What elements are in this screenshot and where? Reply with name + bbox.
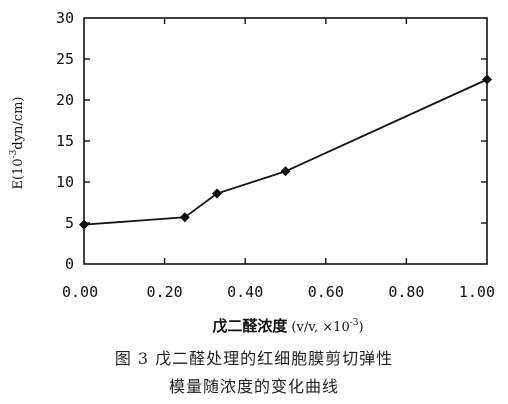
line-chart: 0 5 10 15 20 25 30 0.00 0.20 0.40 0.60 0.80 1.00 E(… — [9, 9, 495, 335]
data-point-marker — [280, 166, 291, 177]
x-tick-label: 0.20 — [147, 283, 183, 301]
x-axis-title-exponent: -3 — [350, 318, 359, 328]
x-axis-title-close: ) — [359, 320, 364, 335]
data-point-marker — [179, 212, 190, 223]
y-axis-title: E(10-3dyn/cm) — [9, 97, 26, 190]
x-tick-label: 0.60 — [308, 283, 344, 301]
y-tick-label: 10 — [56, 173, 74, 191]
y-tick-label: 0 — [65, 255, 74, 273]
y-tick-label: 20 — [56, 91, 74, 109]
x-axis-title-unit: (v/v, ×10 — [291, 320, 349, 335]
y-axis-title-exponent: -3 — [9, 149, 19, 158]
x-tick-label: 0.00 — [62, 283, 98, 301]
y-axis: 0 5 10 15 20 25 30 — [56, 9, 487, 273]
x-axis: 0.00 0.20 0.40 0.60 0.80 1.00 — [62, 18, 495, 301]
y-axis-title-unit: dyn/cm) — [11, 97, 26, 150]
data-point-marker — [482, 74, 492, 85]
x-tick-label: 0.40 — [227, 283, 263, 301]
series-group — [79, 74, 492, 230]
y-tick-label: 5 — [65, 214, 74, 232]
y-tick-label: 30 — [56, 9, 74, 27]
data-point-marker — [212, 188, 222, 199]
series-line — [83, 78, 488, 226]
figure-caption-line-1: 图 3 戊二醛处理的红细胞膜剪切弹性 — [114, 349, 394, 368]
y-tick-label: 25 — [56, 50, 74, 68]
x-axis-title-main: 戊二醛浓度 — [212, 317, 288, 335]
y-axis-title-main: E(10 — [11, 158, 26, 189]
plot-border — [83, 17, 488, 265]
y-tick-label: 15 — [56, 132, 74, 150]
figure-caption-line-2: 模量随浓度的变化曲线 — [168, 377, 339, 396]
plot-frame — [83, 17, 488, 265]
data-point-marker — [79, 219, 89, 230]
x-tick-label: 0.80 — [388, 283, 424, 301]
x-axis-title: 戊二醛浓度 (v/v, ×10-3) — [212, 317, 363, 335]
x-tick-label: 1.00 — [459, 283, 495, 301]
